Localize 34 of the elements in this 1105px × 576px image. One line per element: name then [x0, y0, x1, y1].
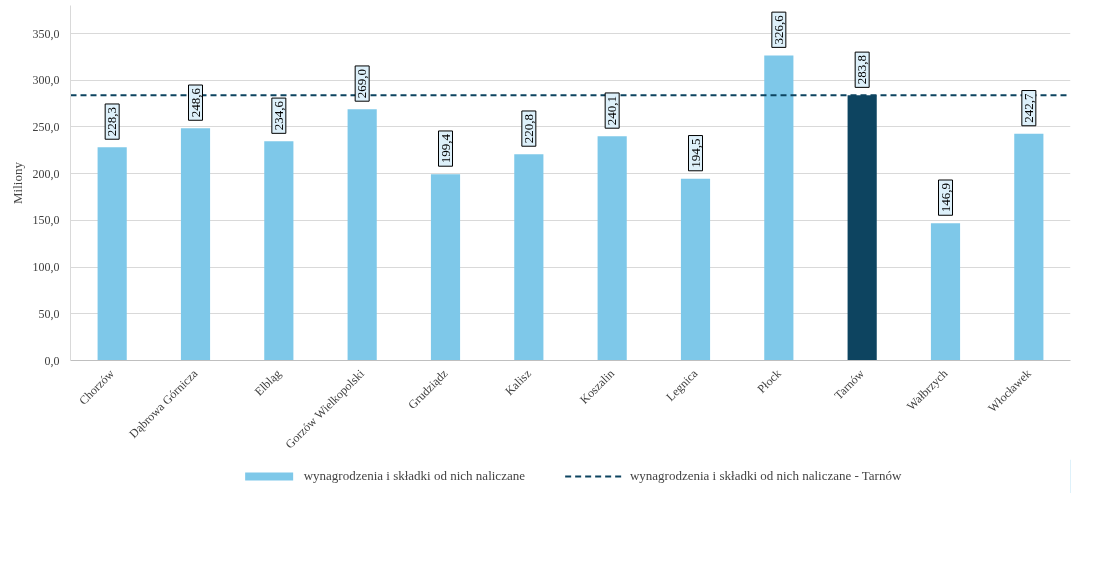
bar [764, 55, 794, 361]
bar [97, 147, 127, 361]
bar [680, 178, 711, 361]
bar [514, 154, 544, 361]
bar [1014, 133, 1044, 361]
y-tick-label: 200,0 [32, 166, 60, 181]
data-label: 248,6 [187, 87, 203, 118]
bar [347, 109, 377, 361]
legend-label: wynagrodzenia i składki od nich naliczane - Tarnów [629, 468, 902, 484]
data-label: 326,6 [770, 14, 786, 45]
data-label: 228,3 [104, 106, 120, 137]
bar [597, 136, 627, 361]
data-label: 146,9 [937, 183, 953, 213]
data-label: 283,8 [854, 55, 870, 85]
y-tick-label: 250,0 [32, 119, 60, 134]
data-label: 240,1 [604, 95, 620, 126]
y-tick-label: 150,0 [32, 213, 60, 228]
data-label: 234,6 [270, 100, 286, 131]
data-label: 269,0 [354, 68, 370, 99]
bar [930, 223, 961, 361]
y-tick-label: 300,0 [32, 73, 60, 88]
data-label: 220,8 [520, 113, 536, 144]
bar [430, 174, 461, 361]
data-label: 242,7 [1020, 93, 1036, 123]
legend-label: wynagrodzenia i składki od nich naliczane [303, 468, 525, 484]
y-axis-title: Miliony [9, 161, 25, 204]
bar [180, 128, 211, 361]
data-label: 194,5 [687, 138, 703, 168]
data-label: 199,4 [437, 133, 453, 164]
y-tick-label: 0,0 [44, 353, 60, 368]
y-tick-label: 350,0 [32, 26, 60, 41]
y-tick-label: 50,0 [38, 306, 60, 321]
y-tick-label: 100,0 [32, 260, 60, 275]
bar [264, 141, 294, 361]
